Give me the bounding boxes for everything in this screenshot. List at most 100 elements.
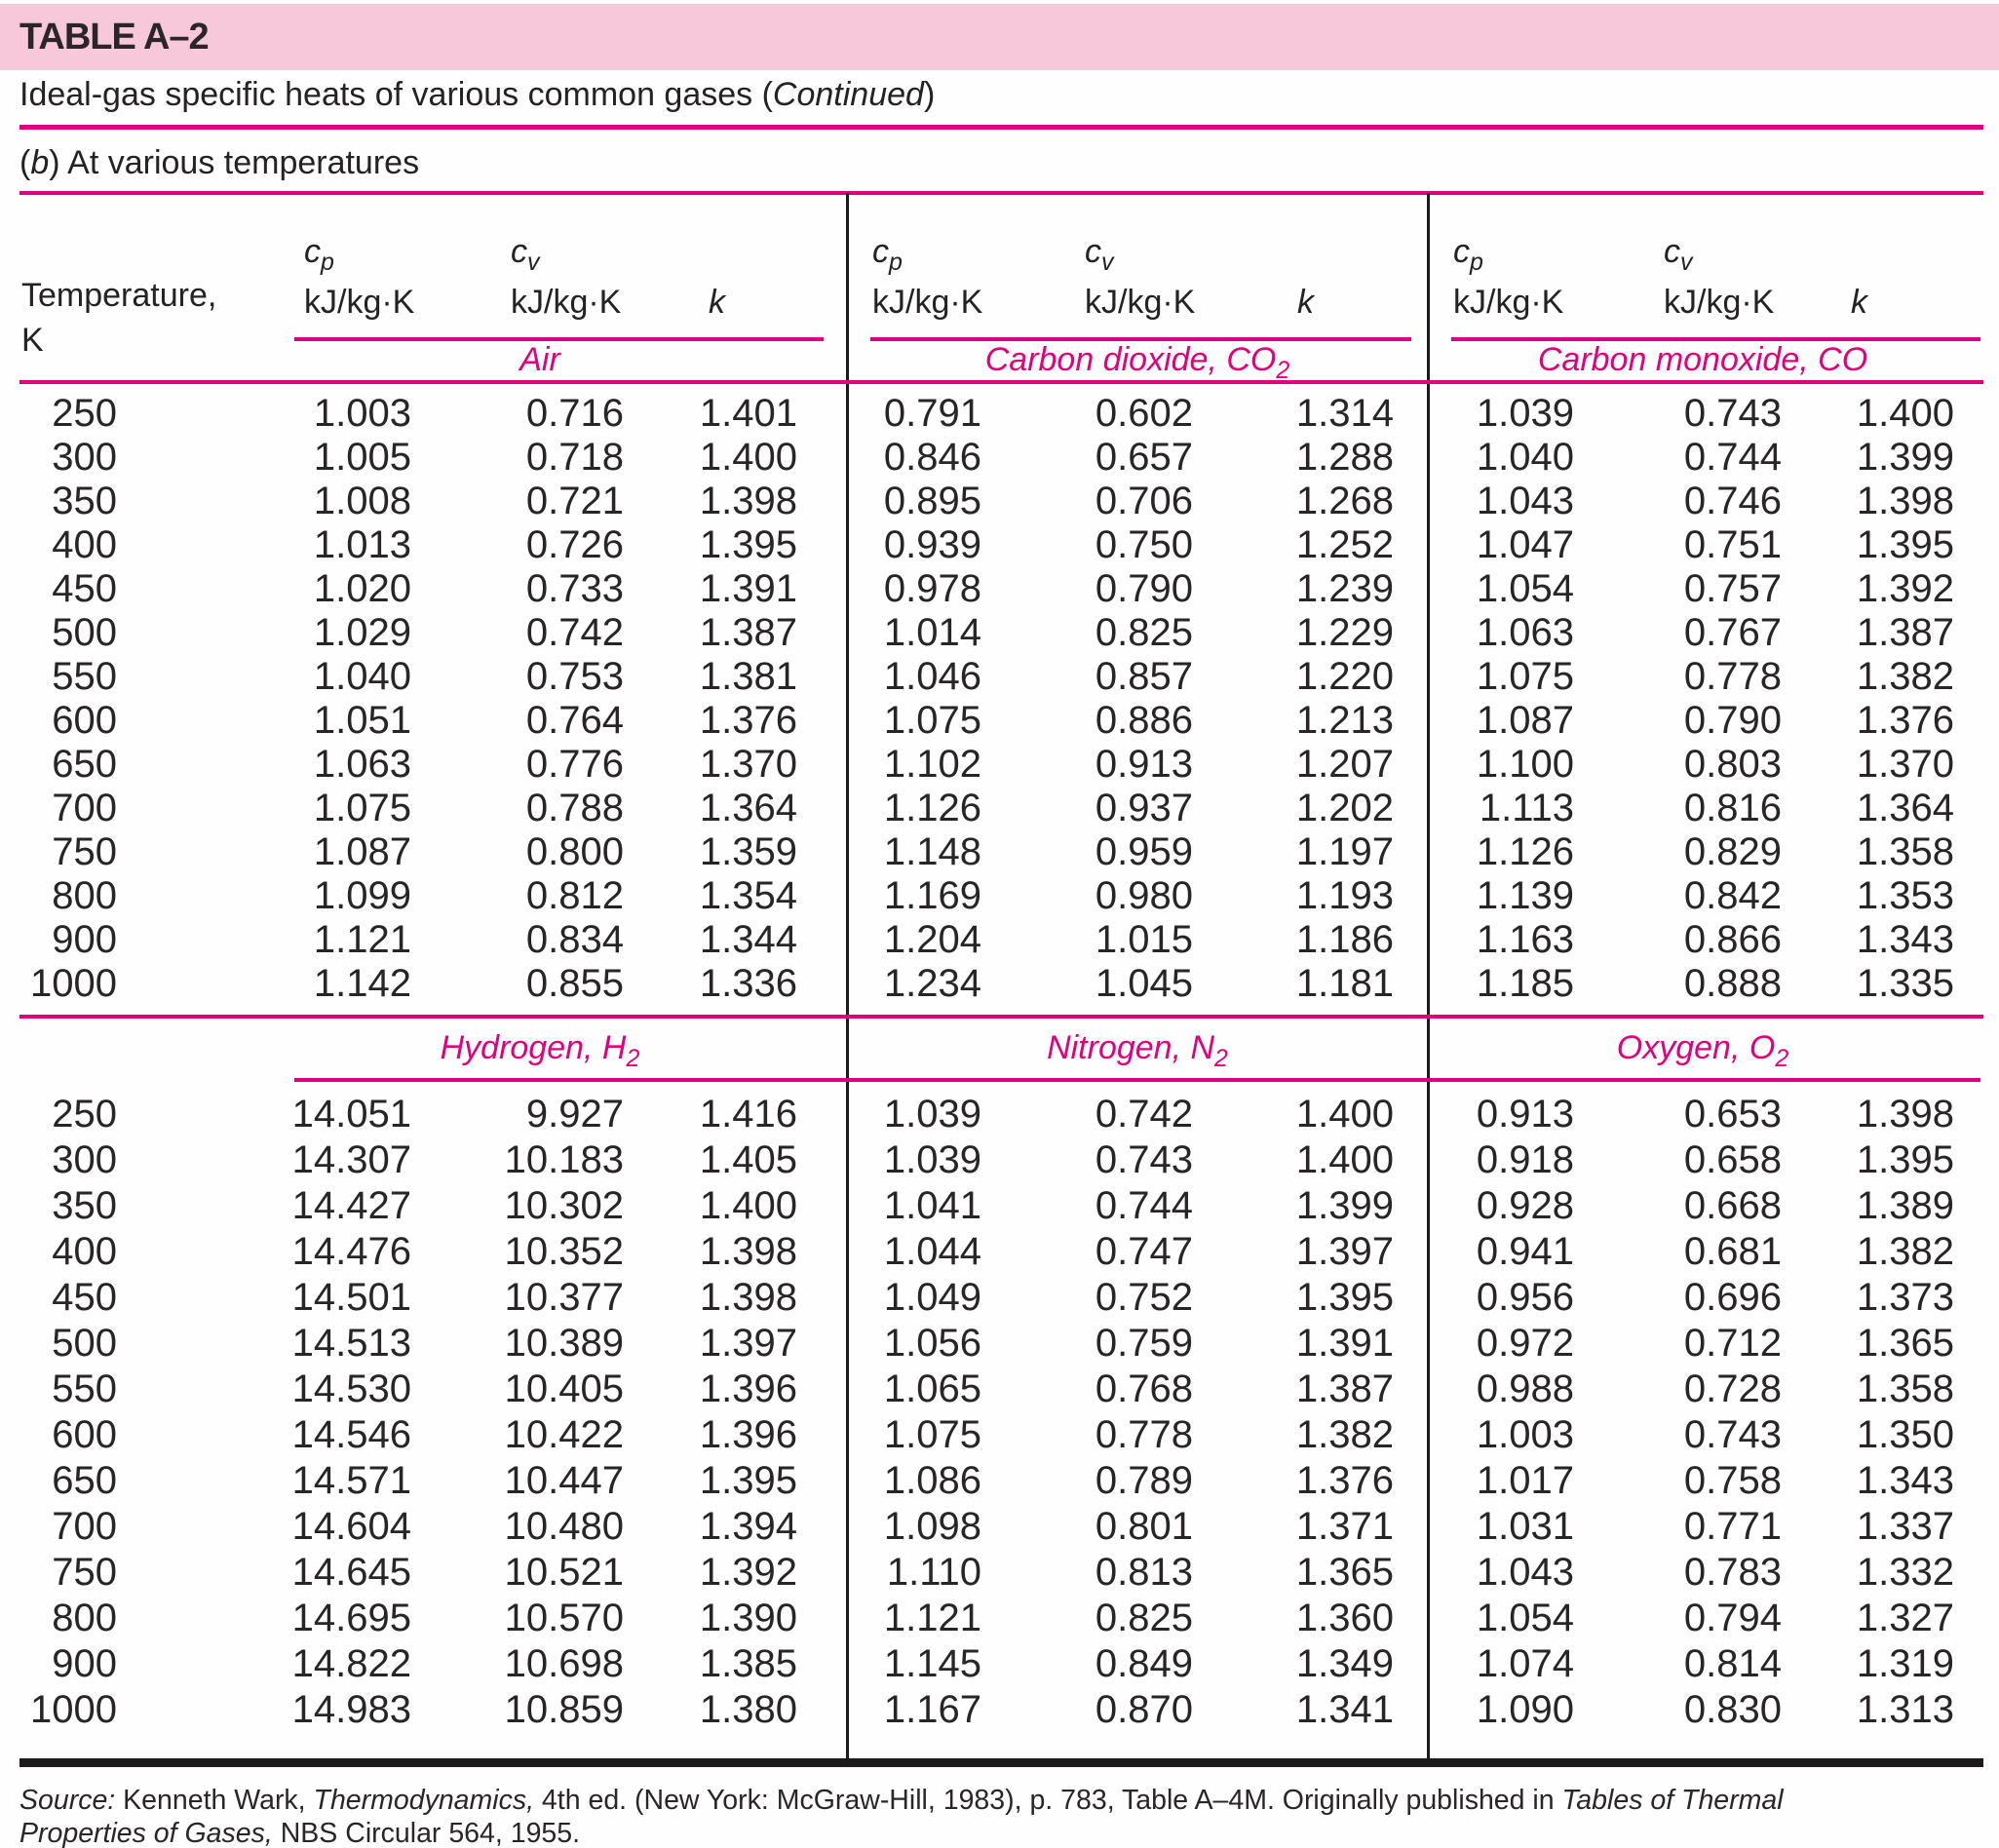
col-header-k-g3: k [1851,226,1867,327]
value-cell: 0.776 [525,743,624,786]
value-cell: 1.229 [1295,611,1394,654]
value-cell: 1.163 [1476,918,1574,961]
gas-name-row-2: Hydrogen, H2 Nitrogen, N2 Oxygen, O2 [0,1029,1999,1072]
value-cell: 10.447 [504,1459,624,1502]
value-cell: 0.913 [1095,743,1193,786]
value-cell: 1.054 [1476,567,1574,610]
value-cell: 1.391 [699,567,797,610]
value-cell: 1.065 [883,1367,981,1410]
value-cell: 0.846 [883,436,981,479]
value-cell: 1.405 [699,1138,797,1181]
value-cell: 1.359 [699,830,797,873]
value-cell: 0.913 [1476,1093,1574,1136]
value-cell: 1.013 [313,523,411,566]
table-row: 550 1.040 0.753 1.381 1.046 0.857 1.220 1.075 0.… [0,655,1999,699]
value-cell: 1.014 [883,611,981,654]
value-cell: 1.051 [313,699,411,742]
temperature-cell: 300 [52,436,117,479]
value-cell: 1.213 [1295,699,1394,742]
value-cell: 14.476 [291,1230,411,1273]
value-cell: 0.888 [1683,962,1782,1005]
value-cell: 10.859 [504,1688,624,1731]
table-row: 350 14.427 10.302 1.400 1.041 0.744 1.399 0.928… [0,1183,1999,1229]
value-cell: 14.307 [291,1138,411,1181]
value-cell: 1.207 [1295,743,1394,786]
value-cell: 1.040 [1476,436,1574,479]
cv-symbol: cv [1085,233,1114,276]
value-cell: 1.197 [1295,830,1394,873]
title-rule [19,125,1983,130]
col-header-cv-g2: cv kJ/kg·K [1085,226,1195,327]
value-cell: 0.813 [1095,1551,1193,1594]
value-cell: 0.742 [525,611,624,654]
value-cell: 1.349 [1295,1642,1394,1685]
value-cell: 0.790 [1683,699,1782,742]
table-row: 750 14.645 10.521 1.392 1.110 0.813 1.365 1.043… [0,1550,1999,1596]
value-cell: 1.005 [313,436,411,479]
value-cell: 1.392 [699,1551,797,1594]
unit-label: kJ/kg·K [1085,284,1196,321]
value-cell: 14.546 [291,1413,411,1456]
value-cell: 1.376 [699,699,797,742]
value-cell: 0.939 [883,523,981,566]
value-cell: 14.530 [291,1367,411,1410]
value-cell: 0.794 [1683,1597,1782,1639]
temperature-cell: 900 [52,918,117,961]
value-cell: 0.721 [525,480,624,522]
value-cell: 1.343 [1856,918,1954,961]
source-italic-text: Thermodynamics, [313,1785,535,1816]
value-cell: 10.389 [504,1322,624,1365]
table-row: 500 14.513 10.389 1.397 1.056 0.759 1.391 0.972… [0,1321,1999,1367]
value-cell: 0.791 [883,392,981,435]
value-cell: 0.744 [1683,436,1782,479]
value-cell: 1.185 [1476,962,1574,1005]
col-header-cv-g3: cv kJ/kg·K [1664,226,1774,327]
value-cell: 1.075 [1476,655,1574,698]
value-cell: 1.371 [1295,1505,1394,1548]
value-cell: 1.074 [1476,1642,1574,1685]
value-cell: 1.181 [1295,962,1394,1005]
temperature-cell: 400 [52,523,117,566]
value-cell: 1.043 [1476,480,1574,522]
value-cell: 0.941 [1476,1230,1574,1273]
temperature-header-line1: Temperature, [21,277,217,314]
value-cell: 14.501 [291,1276,411,1319]
table-row: 500 1.029 0.742 1.387 1.014 0.825 1.229 1.063 0.… [0,611,1999,655]
value-cell: 0.602 [1095,392,1193,435]
gas-label: Oxygen, O2 [1616,1029,1789,1072]
table-row: 350 1.008 0.721 1.398 0.895 0.706 1.268 1.043 0.… [0,480,1999,523]
unit-label: kJ/kg·K [872,284,983,321]
value-cell: 1.039 [883,1138,981,1181]
value-cell: 0.988 [1476,1367,1574,1410]
table-subtitle: (b) At various temperatures [19,144,419,182]
value-cell: 0.928 [1476,1184,1574,1227]
value-cell: 14.983 [291,1688,411,1731]
value-cell: 0.800 [525,830,624,873]
value-cell: 1.401 [699,392,797,435]
value-cell: 1.335 [1856,962,1954,1005]
value-cell: 1.268 [1295,480,1394,522]
value-cell: 1.102 [883,743,981,786]
value-cell: 1.341 [1295,1688,1394,1731]
subtitle-open: ( [19,144,31,181]
value-cell: 1.327 [1856,1597,1954,1639]
value-cell: 0.829 [1683,830,1782,873]
value-cell: 1.387 [1295,1367,1394,1410]
value-cell: 1.358 [1856,1367,1954,1410]
value-cell: 0.743 [1095,1138,1193,1181]
table-row: 400 14.476 10.352 1.398 1.044 0.747 1.397 0.941… [0,1229,1999,1275]
value-cell: 0.959 [1095,830,1193,873]
value-cell: 0.742 [1095,1093,1193,1136]
value-cell: 1.139 [1476,874,1574,917]
temperature-cell: 500 [52,1322,117,1365]
value-cell: 1.314 [1295,392,1394,435]
temperature-cell: 800 [52,874,117,917]
value-cell: 0.972 [1476,1322,1574,1365]
value-cell: 1.396 [699,1367,797,1410]
vertical-divider-1 [846,193,849,1758]
value-cell: 1.040 [313,655,411,698]
value-cell: 1.204 [883,918,981,961]
cp-symbol: cp [1453,233,1483,276]
value-cell: 10.422 [504,1413,624,1456]
